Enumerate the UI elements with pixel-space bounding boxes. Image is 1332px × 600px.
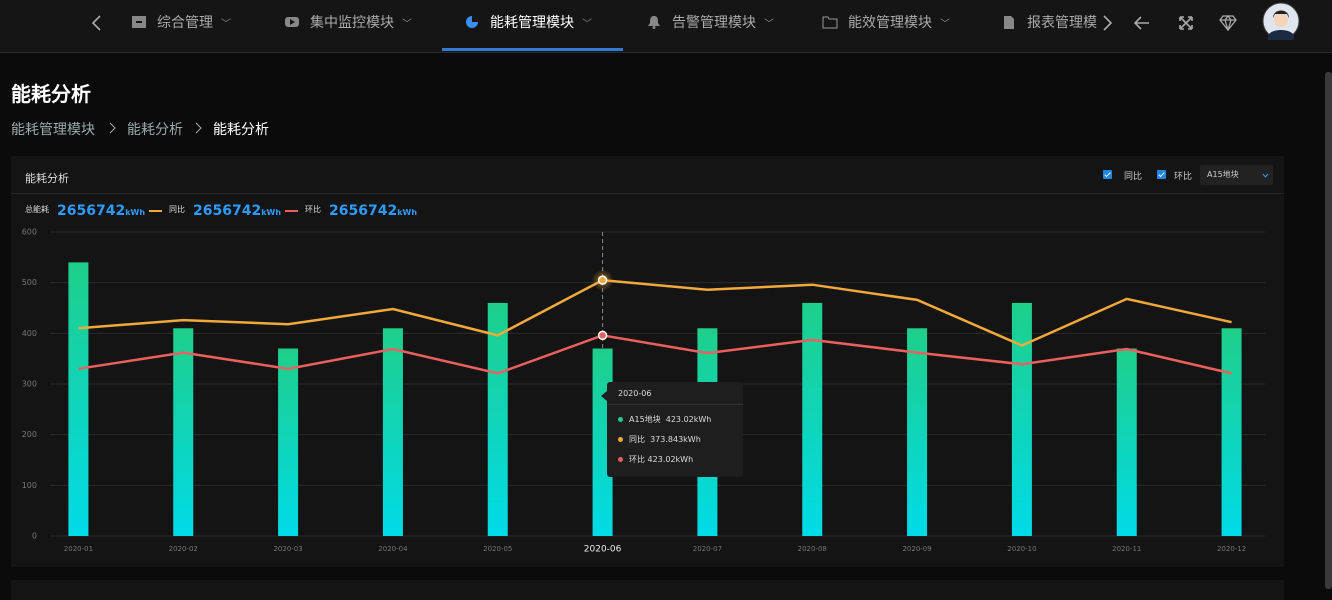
x-tick-label: 2020-07 — [693, 545, 722, 553]
summary-number: 2656742 — [57, 203, 126, 219]
checkbox-label: 同比 — [1124, 172, 1143, 182]
bar — [173, 328, 194, 536]
tooltip: 2020-06 A15地块 423.02kWh 同比 373.843kWh 环比… — [601, 382, 743, 477]
bar — [802, 302, 823, 536]
tooltip-row: 环比 423.02kWh — [618, 454, 693, 465]
tooltip-name: 环比 — [629, 455, 645, 464]
y-tick-label: 200 — [22, 430, 37, 439]
tooltip-name: A15地块 — [629, 415, 661, 424]
diamond-icon[interactable] — [1219, 15, 1237, 31]
x-tick-label: 2020-08 — [798, 545, 827, 553]
summary-label: 总能耗 — [25, 205, 49, 214]
x-tick-label: 2020-06 — [584, 545, 622, 555]
fullscreen-icon[interactable] — [1178, 15, 1194, 31]
summary-value: 2656742kWh — [193, 200, 281, 219]
summary-number: 2656742 — [329, 203, 398, 219]
x-tick-label: 2020-10 — [1007, 545, 1036, 553]
nav-item[interactable]: 能效管理模块 ﹀ — [822, 0, 950, 52]
select[interactable]: A15地块 — [1200, 165, 1273, 185]
nav-label: 集中监控模块 — [310, 15, 394, 31]
x-tick-label: 2020-11 — [1112, 545, 1141, 553]
summary-unit: kWh — [125, 208, 146, 217]
select-value: A15地块 — [1207, 170, 1239, 179]
back-icon[interactable] — [1133, 14, 1151, 32]
top-nav: 综合管理 ﹀ 集中监控模块 ﹀ 能耗管理模块 ﹀ 告警管理模块 ﹀ 能效管理模块 ﹀ 报表… — [0, 0, 1332, 53]
bar — [68, 262, 89, 536]
summary-value: 2656742kWh — [57, 200, 145, 219]
summary-label: 同比 — [169, 205, 185, 214]
tooltip-row: 同比 373.843kWh — [618, 434, 701, 445]
legend-swatch — [149, 210, 162, 212]
x-tick-label: 2020-02 — [169, 545, 198, 553]
bar — [382, 328, 403, 536]
y-tick-label: 100 — [22, 481, 37, 490]
checkbox[interactable] — [1103, 170, 1112, 179]
active-underline — [442, 48, 623, 51]
breadcrumb-current: 能耗分析 — [213, 122, 269, 138]
x-tick-label: 2020-03 — [273, 545, 302, 553]
tooltip-value: 423.02kWh — [665, 415, 712, 424]
tooltip-name: 同比 — [629, 435, 645, 444]
x-tick-label: 2020-04 — [378, 545, 408, 553]
y-tick-label: 0 — [32, 532, 37, 541]
summary-unit: kWh — [261, 208, 282, 217]
card-header: 能耗分析 同比 环比 A15地块 — [11, 156, 1284, 194]
checkbox-label: 环比 — [1174, 172, 1193, 182]
legend-swatch — [285, 210, 298, 212]
nav-label: 能耗管理模块 — [490, 15, 574, 31]
nav-label: 报表管理模 — [1027, 15, 1097, 31]
bar — [278, 348, 299, 536]
nav-forward[interactable] — [1101, 14, 1113, 32]
nav-item[interactable]: 综合管理 ﹀ — [131, 0, 231, 52]
summary-value: 2656742kWh — [329, 200, 417, 219]
nav-back[interactable] — [90, 14, 104, 32]
summary-number: 2656742 — [193, 203, 262, 219]
line — [78, 278, 1232, 347]
x-tick-label: 2020-05 — [483, 545, 512, 553]
nav-item[interactable]: 集中监控模块 ﹀ — [284, 0, 412, 52]
x-tick-label: 2020-09 — [902, 545, 931, 553]
nav-label: 告警管理模块 — [672, 15, 756, 31]
avatar[interactable] — [1262, 2, 1300, 40]
summary-label: 环比 — [305, 205, 321, 214]
y-tick-label: 600 — [22, 228, 37, 237]
scrollbar[interactable] — [1325, 72, 1332, 589]
tooltip-value: 373.843kWh — [650, 435, 701, 444]
nav-label: 综合管理 — [157, 15, 213, 31]
breadcrumb-sep — [109, 122, 116, 134]
nav-item[interactable]: 告警管理模块 ﹀ — [646, 0, 774, 52]
bar — [1116, 348, 1137, 536]
highlight-point — [597, 330, 608, 341]
breadcrumb-link[interactable]: 能耗管理模块 — [11, 122, 95, 138]
highlight-point — [597, 275, 608, 285]
y-tick-label: 300 — [22, 380, 37, 389]
summary-unit: kWh — [397, 208, 418, 217]
y-tick-label: 400 — [22, 329, 37, 338]
bar — [907, 328, 928, 536]
tooltip-title: 2020-06 — [618, 389, 652, 398]
breadcrumb-link[interactable]: 能耗分析 — [127, 122, 183, 138]
line — [78, 334, 1232, 375]
checkbox[interactable] — [1157, 170, 1166, 179]
page-title: 能耗分析 — [11, 82, 91, 106]
bar — [1221, 328, 1242, 536]
nav-label: 能效管理模块 — [848, 15, 932, 31]
nav-item[interactable]: 能耗管理模块 ﹀ — [464, 0, 592, 52]
bar — [487, 302, 508, 536]
y-tick-label: 500 — [22, 278, 37, 287]
card-title: 能耗分析 — [25, 172, 69, 185]
tooltip-value: 423.02kWh — [647, 455, 694, 464]
tooltip-row: A15地块 423.02kWh — [618, 414, 711, 425]
x-tick-label: 2020-01 — [64, 545, 93, 553]
breadcrumb-sep — [195, 122, 202, 134]
x-tick-label: 2020-12 — [1217, 545, 1246, 553]
nav-item[interactable]: 报表管理模 — [1001, 0, 1101, 52]
bar — [1011, 302, 1032, 536]
chart-card: 能耗分析 同比 环比 A15地块 总能耗 2656742kWh 同比 26567… — [11, 156, 1284, 567]
